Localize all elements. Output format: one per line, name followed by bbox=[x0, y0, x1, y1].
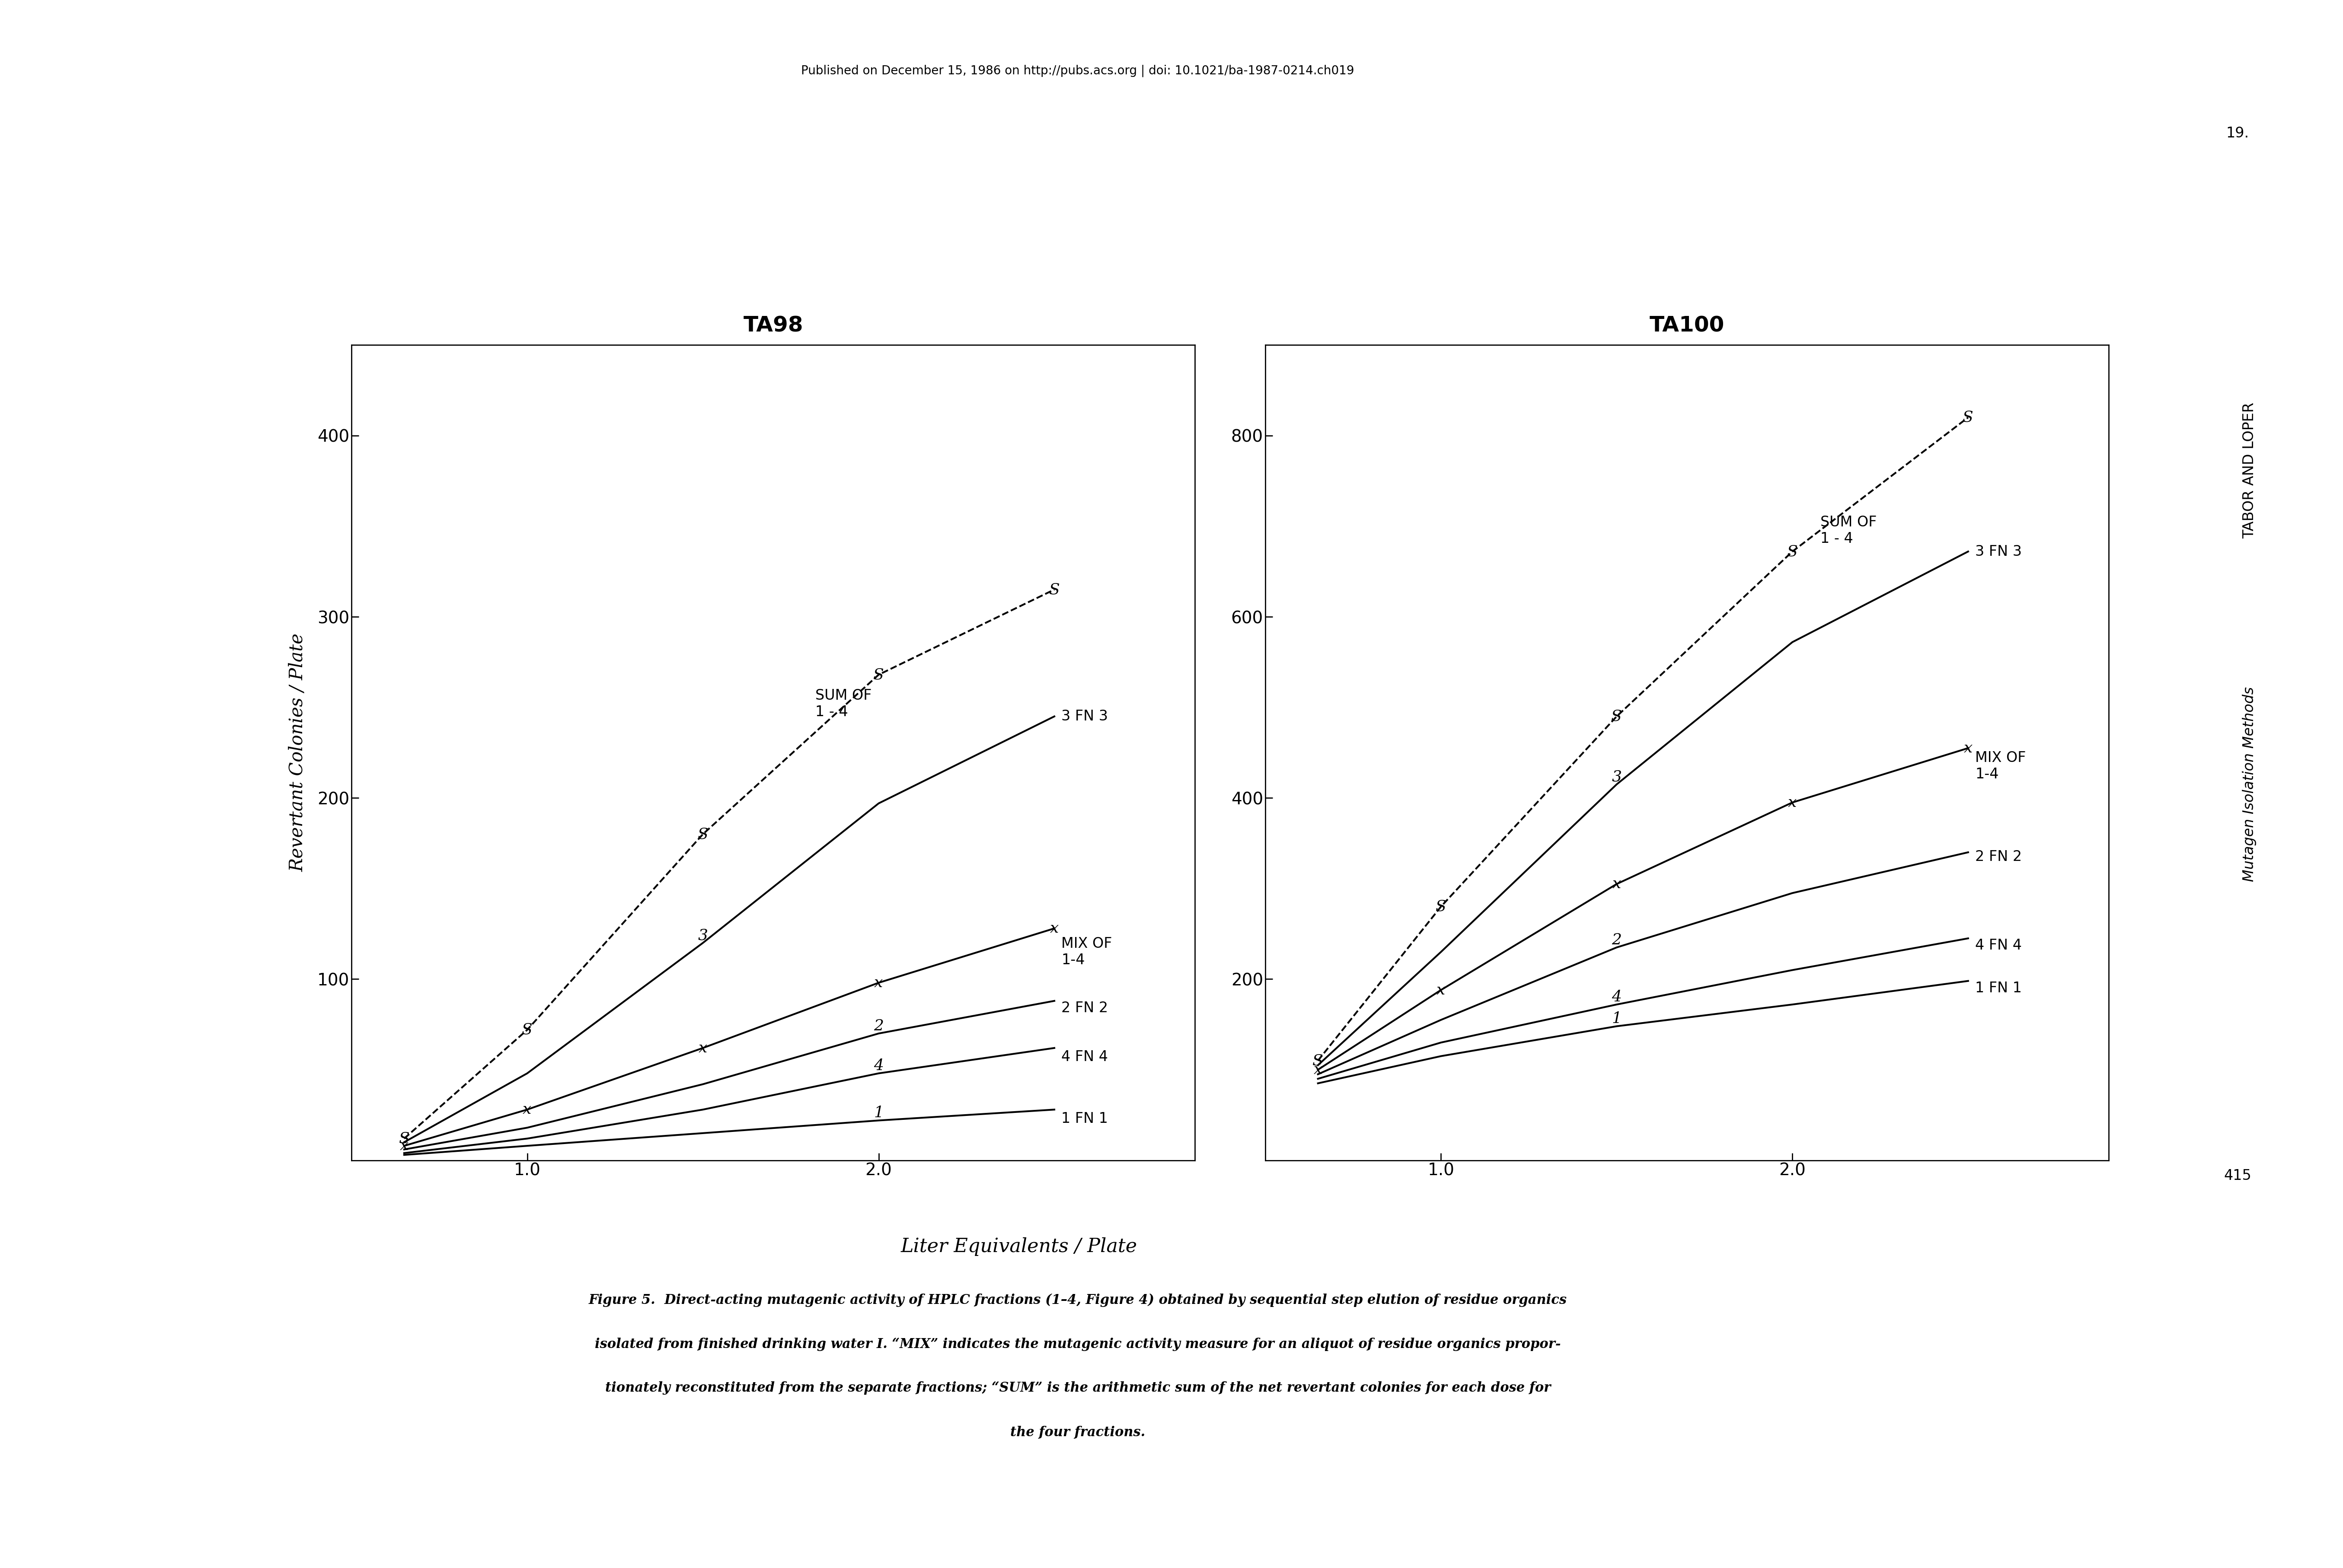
Text: x: x bbox=[874, 975, 883, 989]
Text: 4 FN 4: 4 FN 4 bbox=[1975, 939, 2022, 953]
Text: x: x bbox=[1788, 795, 1797, 809]
Text: S: S bbox=[1436, 900, 1446, 914]
Text: TABOR AND LOPER: TABOR AND LOPER bbox=[2242, 403, 2256, 538]
Text: 1: 1 bbox=[1612, 1011, 1621, 1025]
Text: MIX OF
1-4: MIX OF 1-4 bbox=[1061, 936, 1113, 967]
Text: 1 FN 1: 1 FN 1 bbox=[1975, 982, 2022, 996]
Text: 2: 2 bbox=[1612, 933, 1621, 947]
Text: 4: 4 bbox=[1612, 989, 1621, 1005]
Text: x: x bbox=[1963, 740, 1973, 756]
Text: 415: 415 bbox=[2224, 1168, 2252, 1184]
Title: TA100: TA100 bbox=[1649, 315, 1724, 336]
Text: S: S bbox=[398, 1131, 410, 1146]
Text: isolated from finished drinking water I. “MIX” indicates the mutagenic activity : isolated from finished drinking water I.… bbox=[595, 1338, 1560, 1352]
Text: the four fractions.: the four fractions. bbox=[1010, 1425, 1146, 1439]
Text: S: S bbox=[1788, 544, 1797, 558]
Text: Liter Equivalents / Plate: Liter Equivalents / Plate bbox=[902, 1237, 1136, 1256]
Text: x: x bbox=[401, 1138, 408, 1152]
Text: SUM OF
1 - 4: SUM OF 1 - 4 bbox=[1821, 516, 1877, 546]
Text: 2 FN 2: 2 FN 2 bbox=[1975, 850, 2022, 864]
Text: 4 FN 4: 4 FN 4 bbox=[1061, 1051, 1108, 1065]
Text: x: x bbox=[698, 1041, 708, 1055]
Text: SUM OF
1 - 4: SUM OF 1 - 4 bbox=[815, 688, 872, 720]
Text: tionately reconstituted from the separate fractions; “SUM” is the arithmetic sum: tionately reconstituted from the separat… bbox=[604, 1381, 1551, 1396]
Text: Figure 5.  Direct-acting mutagenic activity of HPLC fractions (1–4, Figure 4) ob: Figure 5. Direct-acting mutagenic activi… bbox=[588, 1294, 1567, 1308]
Text: 19.: 19. bbox=[2226, 125, 2249, 141]
Text: 3: 3 bbox=[698, 928, 708, 942]
Text: 1: 1 bbox=[874, 1105, 883, 1121]
Text: x: x bbox=[1050, 920, 1059, 936]
Text: Published on December 15, 1986 on http://pubs.acs.org | doi: 10.1021/ba-1987-021: Published on December 15, 1986 on http:/… bbox=[801, 64, 1354, 77]
Text: 3: 3 bbox=[1612, 770, 1621, 784]
Text: S: S bbox=[698, 826, 708, 842]
Text: Mutagen Isolation Methods: Mutagen Isolation Methods bbox=[2242, 687, 2256, 881]
Text: S: S bbox=[1050, 582, 1059, 597]
Text: S: S bbox=[1312, 1054, 1324, 1068]
Text: 2: 2 bbox=[874, 1019, 883, 1033]
Text: x: x bbox=[522, 1102, 532, 1116]
Text: 3 FN 3: 3 FN 3 bbox=[1061, 709, 1108, 723]
Text: 2 FN 2: 2 FN 2 bbox=[1061, 1000, 1108, 1014]
Text: MIX OF
1-4: MIX OF 1-4 bbox=[1975, 751, 2027, 781]
Text: 3 FN 3: 3 FN 3 bbox=[1975, 544, 2022, 558]
Text: S: S bbox=[1612, 709, 1621, 724]
Title: TA98: TA98 bbox=[743, 315, 804, 336]
Text: S: S bbox=[1963, 411, 1973, 425]
Text: x: x bbox=[1612, 877, 1621, 891]
Text: x: x bbox=[1314, 1063, 1321, 1077]
Y-axis label: Revertant Colonies / Plate: Revertant Colonies / Plate bbox=[288, 633, 307, 872]
Text: S: S bbox=[522, 1022, 532, 1036]
Text: x: x bbox=[1436, 983, 1446, 997]
Text: 1 FN 1: 1 FN 1 bbox=[1061, 1112, 1108, 1126]
Text: S: S bbox=[874, 668, 883, 682]
Text: 4: 4 bbox=[874, 1058, 883, 1074]
